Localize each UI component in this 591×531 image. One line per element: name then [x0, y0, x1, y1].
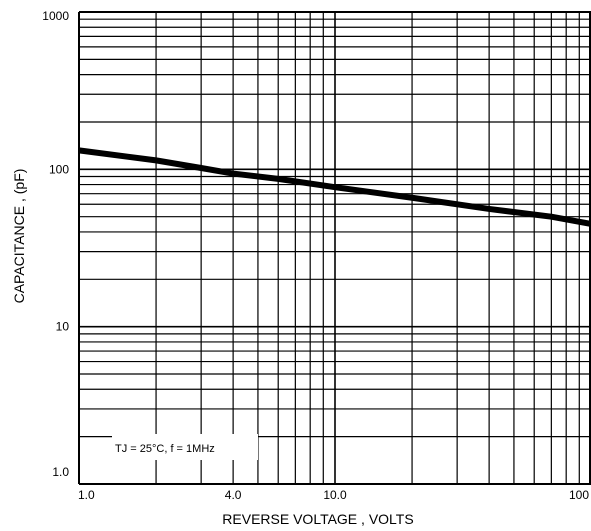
condition-annotation: TJ = 25°C, f = 1MHz [115, 443, 215, 455]
y-axis-label: CAPACITANCE , (pF) [11, 169, 27, 304]
annotation-box [112, 434, 258, 460]
y-tick-label: 10 [56, 320, 70, 334]
x-tick-label: 100 [569, 488, 589, 502]
tick-labels: 1.0 4.0 10.0 100 1.0 10 100 1000 [42, 9, 589, 502]
y-tick-label: 100 [49, 162, 69, 176]
data-series [78, 147, 591, 227]
capacitance-curve [78, 147, 591, 227]
plot-frame [78, 11, 591, 485]
x-axis-label: REVERSE VOLTAGE , VOLTS [222, 511, 413, 527]
x-tick-label: 10.0 [323, 488, 347, 502]
x-tick-label: 1.0 [78, 488, 95, 502]
y-tick-label: 1000 [42, 9, 69, 23]
grid-lines [78, 12, 591, 485]
y-tick-label: 1.0 [52, 465, 69, 479]
x-tick-label: 4.0 [225, 488, 242, 502]
